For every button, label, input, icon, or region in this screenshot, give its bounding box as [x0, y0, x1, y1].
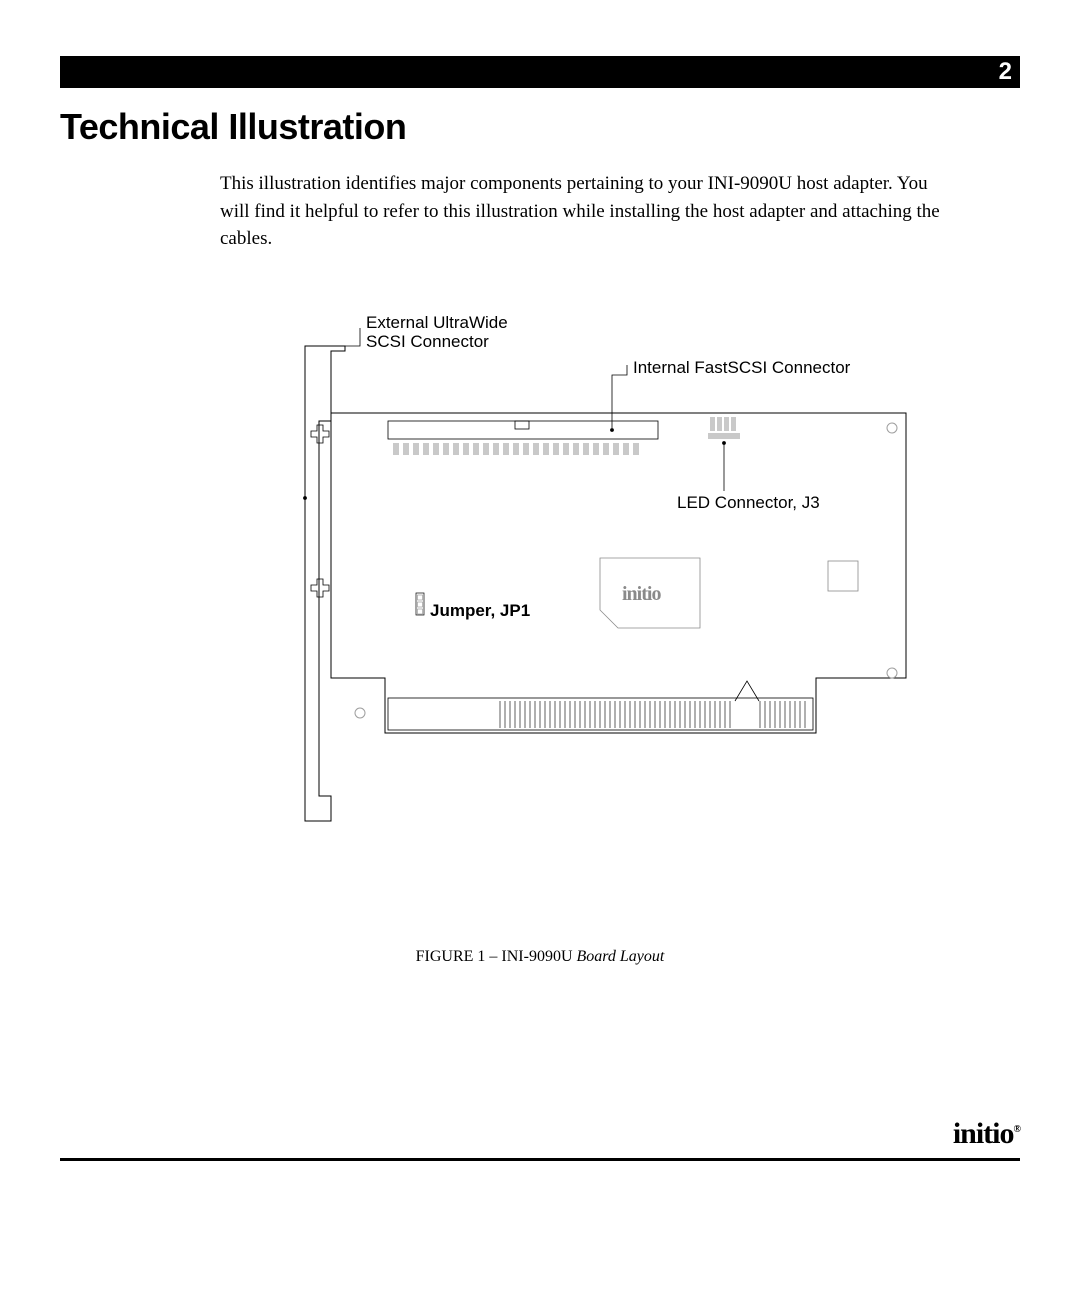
callout-line1: External UltraWide	[366, 313, 508, 332]
caption-suffix: Board Layout	[577, 948, 665, 965]
board-svg	[260, 333, 960, 893]
mount-hole-bl	[355, 708, 365, 718]
board-diagram: External UltraWide SCSI Connector Intern…	[260, 333, 960, 893]
caption-model: INI-9090U	[501, 948, 576, 965]
callout-internal-connector: Internal FastSCSI Connector	[633, 358, 850, 378]
chapter-number: 2	[999, 58, 1012, 86]
chapter-bar: 2	[60, 56, 1020, 88]
callout-external-connector: External UltraWide SCSI Connector	[366, 313, 508, 352]
brand-reg: ®	[1014, 1124, 1020, 1135]
callout-line2: SCSI Connector	[366, 332, 489, 351]
callout-jumper: Jumper, JP1	[430, 601, 530, 621]
intro-text-a: This illustration identifies major compo…	[220, 173, 708, 194]
page: 2 Technical Illustration This illustrati…	[0, 0, 1080, 1311]
callout-led-connector: LED Connector, J3	[677, 493, 820, 513]
footer-brand: initio®	[953, 1117, 1020, 1151]
led-connector	[708, 417, 740, 439]
chip-brand-label: initio	[622, 583, 660, 606]
brand-text: initio	[953, 1117, 1014, 1150]
caption-prefix: FIGURE 1 –	[416, 948, 502, 965]
page-title: Technical Illustration	[60, 106, 1020, 148]
footer-rule	[60, 1158, 1020, 1161]
figure-caption: FIGURE 1 – INI-9090U Board Layout	[60, 948, 1020, 966]
intro-paragraph: This illustration identifies major compo…	[220, 170, 940, 253]
model-number: INI-9090U	[708, 173, 792, 194]
